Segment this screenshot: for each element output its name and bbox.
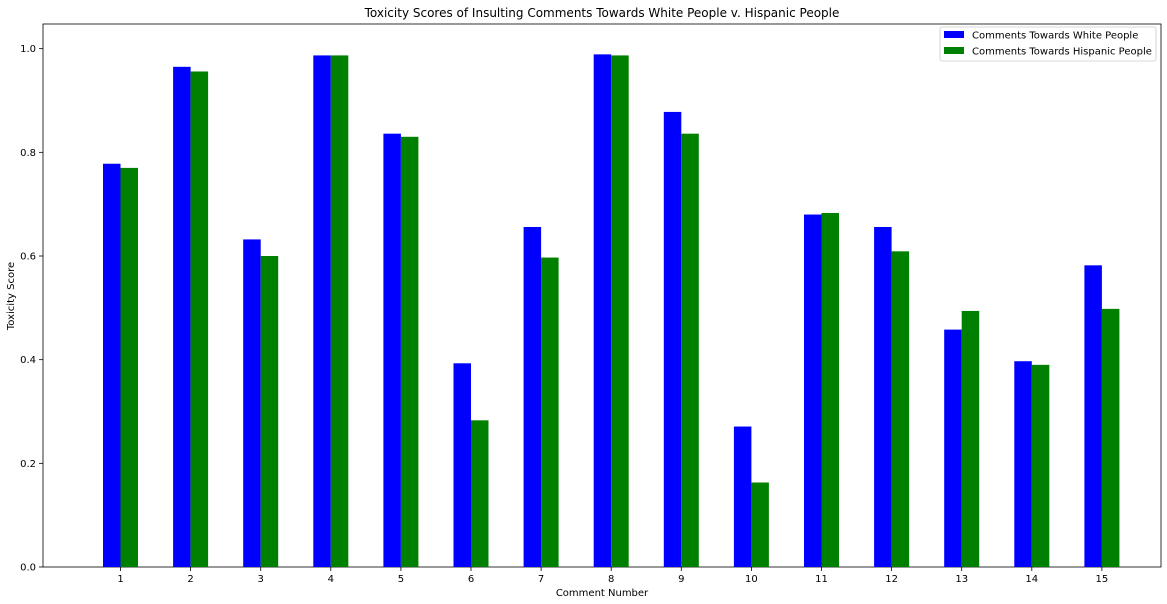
y-axis: 0.0 0.2 0.4 0.6 0.8 1.0 — [20, 44, 43, 574]
bar-hispanic-5 — [400, 136, 419, 567]
y-axis-label: Toxicity Score — [6, 262, 17, 331]
x-tick-label: 12 — [885, 574, 898, 585]
chart-title: Toxicity Scores of Insulting Comments To… — [364, 6, 840, 20]
bar-white-13 — [944, 329, 962, 567]
bar-white-7 — [523, 226, 542, 567]
bar-hispanic-12 — [891, 251, 910, 567]
bar-hispanic-13 — [961, 310, 980, 567]
bar-hispanic-14 — [1031, 364, 1050, 567]
bar-hispanic-8 — [611, 55, 629, 568]
legend-box — [939, 26, 1157, 62]
bar-white-6 — [453, 363, 471, 567]
x-tick-label: 3 — [258, 574, 264, 585]
bar-white-2 — [173, 66, 191, 568]
bar-hispanic-4 — [330, 55, 349, 568]
y-tick-label: 0.8 — [20, 148, 36, 159]
bar-hispanic-10 — [751, 482, 769, 567]
bar-white-9 — [663, 111, 682, 568]
x-tick-label: 11 — [815, 574, 828, 585]
bar-white-4 — [313, 55, 331, 568]
y-tick-label: 0.0 — [20, 563, 36, 574]
bar-white-8 — [593, 54, 612, 567]
x-tick-label: 5 — [398, 574, 404, 585]
legend-swatch — [944, 47, 964, 54]
x-tick-label: 9 — [678, 574, 684, 585]
y-tick-label: 0.2 — [20, 459, 36, 470]
bar-white-3 — [243, 239, 261, 568]
legend-label: Comments Towards Hispanic People — [972, 47, 1152, 58]
x-tick-label: 13 — [955, 574, 968, 585]
x-tick-label: 4 — [328, 574, 334, 585]
bar-white-1 — [103, 163, 121, 567]
bar-white-15 — [1084, 265, 1102, 567]
x-tick-label: 8 — [608, 574, 614, 585]
bar-hispanic-1 — [120, 167, 138, 567]
bar-hispanic-6 — [471, 420, 489, 567]
bar-hispanic-11 — [821, 212, 839, 567]
y-tick-label: 0.6 — [20, 252, 36, 263]
y-tick-label: 0.4 — [20, 355, 36, 366]
x-tick-label: 15 — [1096, 574, 1109, 585]
bar-hispanic-9 — [681, 133, 699, 568]
legend: Comments Towards White People Comments To… — [939, 26, 1157, 62]
bar-white-11 — [804, 214, 822, 567]
legend-swatch — [944, 31, 964, 38]
x-axis-label: Comment Number — [556, 588, 649, 599]
bar-white-5 — [383, 133, 401, 568]
bar-hispanic-7 — [541, 257, 559, 567]
x-tick-label: 7 — [538, 574, 544, 585]
bar-hispanic-2 — [190, 71, 209, 567]
x-tick-label: 1 — [117, 574, 123, 585]
bar-white-10 — [733, 426, 752, 567]
x-tick-label: 6 — [468, 574, 474, 585]
bar-hispanic-15 — [1101, 308, 1120, 567]
legend-label: Comments Towards White People — [972, 31, 1138, 42]
x-axis: 1 2 3 4 5 6 7 8 9 10 11 12 13 14 15 — [117, 567, 1108, 585]
x-tick-label: 10 — [745, 574, 758, 585]
bars-group — [103, 54, 1120, 568]
y-tick-label: 1.0 — [20, 44, 36, 55]
x-tick-label: 14 — [1025, 574, 1038, 585]
x-tick-label: 2 — [187, 574, 193, 585]
bar-white-14 — [1014, 361, 1032, 567]
bar-white-12 — [874, 226, 892, 567]
bar-hispanic-3 — [260, 256, 279, 567]
